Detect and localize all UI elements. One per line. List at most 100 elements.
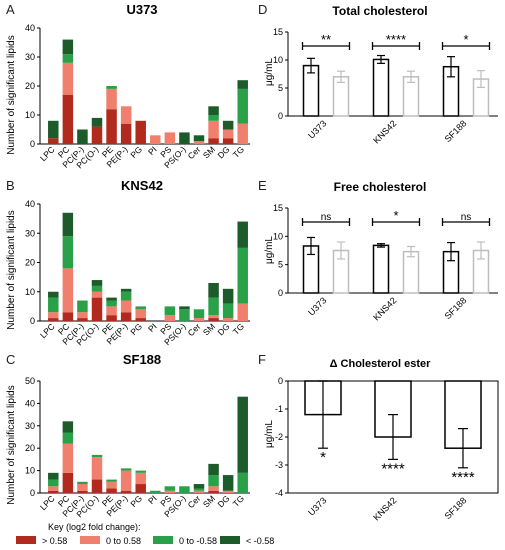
significance-label: ** [321,32,331,47]
ylabel-c: Number of significant lipids [6,385,17,505]
y-tick-label: 20 [25,258,35,268]
bar-segment [77,484,88,491]
legend-label: 0 to 0.58 [106,536,141,546]
bar-segment [222,288,234,304]
bar-segment [208,297,219,316]
bar-segment [120,106,132,124]
legend-swatch-green [153,536,173,544]
bar-segment [120,300,132,313]
ylabel-e: μg/mL [264,236,275,264]
panel-letter-f: F [258,352,266,367]
x-tick-label: Cer [186,144,203,161]
bar-segment [193,484,205,489]
y-tick-label: 40 [25,199,35,209]
bar-segment [222,303,234,319]
x-tick-label: PG [128,493,144,509]
bar-segment [48,138,59,144]
bar-segment [77,300,88,313]
x-tick-label: TG [231,493,246,508]
y-tick-label: 0 [278,111,283,121]
significance-label: ns [461,212,472,223]
bar-segment [150,135,161,144]
y-tick-label: 10 [25,287,35,297]
significance-label: * [463,32,468,47]
y-tick-label: 0 [278,376,283,386]
y-tick-label: 0 [30,488,35,498]
bar-segment [193,141,205,144]
panel-letter-d: D [258,2,267,17]
bar-segment [91,126,103,144]
bar-segment [135,470,146,473]
legend-key: Key (log2 fold change): > 0.58 0 to 0.58… [16,522,274,546]
x-tick-label: PG [128,144,144,160]
y-tick-label: 0 [278,288,283,298]
bar-segment [91,280,103,286]
x-tick-label: PI [146,144,159,157]
bar-segment [135,484,146,493]
legend-item: 0 to 0.58 [80,536,141,546]
panel-letter-a: A [6,2,15,17]
bar-segment [106,315,117,321]
bar-segment [62,443,74,473]
y-tick-label: 40 [25,398,35,408]
x-tick-label: Cer [186,493,203,510]
legend-swatch-dark-green [220,536,240,544]
legend-label: 0 to -0.58 [179,536,217,546]
bar-segment [120,470,132,491]
ylabel-d: μg/mL [264,58,275,86]
legend-item: 0 to -0.58 [153,536,217,546]
bar-segment [91,457,103,480]
significance-label: **** [381,460,405,477]
panel-letter-c: C [6,352,15,367]
bar-segment [193,318,205,321]
y-tick-label: 10 [25,466,35,476]
y-tick-label: -2 [275,432,283,442]
bar-segment [135,120,146,144]
bar-segment [164,486,176,491]
bar-segment [208,490,219,493]
y-tick-label: -3 [275,460,283,470]
x-tick-label: KNS42 [371,118,398,145]
bar-segment [150,490,161,493]
x-tick-label: KNS42 [371,295,398,322]
y-tick-label: 15 [273,203,283,213]
bar-segment [77,129,88,144]
legend-item: > 0.58 [16,536,67,546]
bar-segment [62,472,74,493]
bar-segment [62,94,74,144]
significance-label: * [393,208,398,223]
x-tick-label: TG [231,321,246,336]
x-tick-label: PI [146,493,159,506]
x-tick-label: DG [215,321,231,337]
panel-letter-b: B [6,178,15,193]
bar-segment [208,463,219,476]
grouped-chart-free: 0 5 10 15 ns U373 * KNS42 ns SF188 [273,203,498,323]
title-total-cholesterol: Total cholesterol [332,4,427,18]
bar-segment [120,312,132,321]
bar-segment [106,300,117,307]
bar-segment [237,472,248,493]
panel-letter-e: E [258,178,267,193]
x-tick-label: TG [231,144,246,159]
y-tick-label: 10 [273,55,283,65]
bar-segment [237,221,248,248]
x-tick-label: SF188 [443,118,469,144]
title-u373: U373 [126,2,157,17]
ylabel-a: Number of significant lipids [6,35,17,155]
bar-segment [120,490,132,493]
bar-segment [48,312,59,319]
bar-segment [237,123,248,144]
bar-segment [164,315,176,321]
x-tick-label: U373 [306,295,328,317]
bar-segment [193,490,205,493]
bar-segment [91,285,103,292]
bar-segment [179,306,190,310]
bar-segment [106,488,117,493]
x-tick-label: PI [146,321,159,334]
title-cholesterol-ester: Δ Cholesterol ester [330,358,432,370]
y-tick-label: 0 [30,139,35,149]
bar-segment [48,486,59,491]
bar-segment [208,318,219,321]
